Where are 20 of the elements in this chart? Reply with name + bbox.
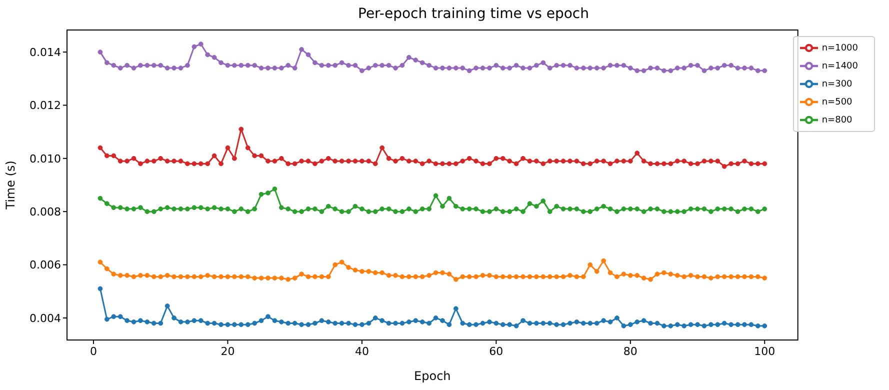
- x-tick-label: 100: [754, 344, 776, 358]
- legend-label: n=300: [822, 79, 852, 90]
- legend-label: n=1000: [822, 43, 858, 54]
- x-tick-label: 20: [220, 344, 235, 358]
- y-tick-label: 0.010: [30, 152, 61, 166]
- legend-label: n=1400: [822, 61, 858, 72]
- legend-label: n=800: [822, 115, 852, 126]
- y-tick-label: 0.006: [30, 258, 61, 272]
- y-tick-label: 0.014: [30, 46, 61, 59]
- x-tick-label: 60: [489, 344, 504, 358]
- y-axis-title: Time (s): [3, 160, 18, 210]
- y-tick-label: 0.012: [30, 99, 61, 112]
- chart-title: Per-epoch training time vs epoch: [357, 6, 590, 22]
- y-tick-label: 0.008: [30, 205, 61, 218]
- x-tick-label: 80: [623, 344, 638, 358]
- legend-label: n=500: [822, 97, 852, 108]
- x-tick-label: 0: [90, 344, 98, 358]
- x-axis-title: Epoch: [414, 369, 451, 383]
- x-tick-label: 40: [354, 344, 369, 358]
- y-tick-label: 0.004: [30, 312, 61, 325]
